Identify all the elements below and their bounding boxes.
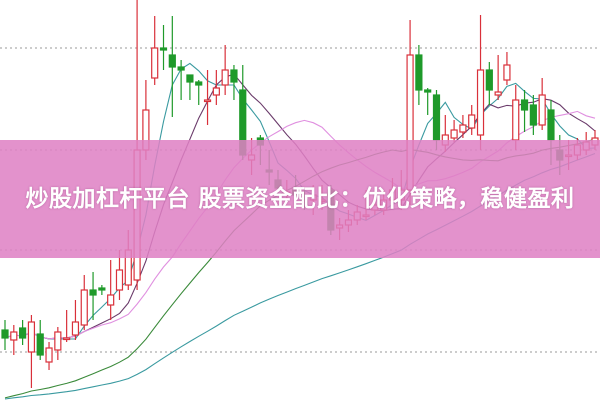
- candle-down: [424, 89, 432, 93]
- candle-down: [195, 81, 203, 86]
- candle-down: [159, 47, 168, 51]
- candle-down: [520, 99, 529, 111]
- candle-down: [36, 333, 44, 356]
- candle-up: [221, 69, 229, 86]
- candle-up: [494, 91, 502, 96]
- title-banner: 炒股加杠杆平台 股票资金配比：优化策略，稳健盈利: [0, 140, 600, 258]
- candle-up: [27, 321, 36, 353]
- candle-down: [547, 109, 555, 141]
- candle-down: [415, 54, 423, 91]
- candle-up: [212, 87, 220, 96]
- candle-up: [459, 124, 467, 133]
- candle-down: [1, 329, 9, 339]
- candle-down: [89, 289, 97, 296]
- candle-up: [538, 94, 546, 126]
- candle-up: [203, 99, 212, 103]
- candle-up: [63, 337, 71, 341]
- candle-up: [71, 321, 80, 336]
- candle-up: [476, 69, 485, 136]
- candle-down: [485, 69, 493, 91]
- candle-down: [529, 104, 537, 126]
- candle-up: [80, 289, 88, 326]
- candle-up: [45, 347, 53, 363]
- candle-up: [512, 99, 520, 141]
- candle-up: [54, 331, 62, 351]
- banner-title: 炒股加杠杆平台 股票资金配比：优化策略，稳健盈利: [25, 186, 575, 212]
- candle-down: [98, 287, 106, 291]
- candle-down: [186, 74, 194, 83]
- candle-up: [468, 114, 476, 129]
- candle-up: [151, 47, 159, 79]
- candle-down: [432, 94, 441, 141]
- candle-up: [10, 331, 18, 341]
- candle-up: [503, 64, 511, 81]
- candle-down: [168, 54, 176, 68]
- candle-up: [107, 294, 115, 306]
- candle-down: [19, 327, 27, 339]
- candle-down: [177, 66, 185, 71]
- candle-up: [115, 269, 124, 291]
- candle-up: [450, 129, 458, 139]
- candle-down: [230, 69, 238, 83]
